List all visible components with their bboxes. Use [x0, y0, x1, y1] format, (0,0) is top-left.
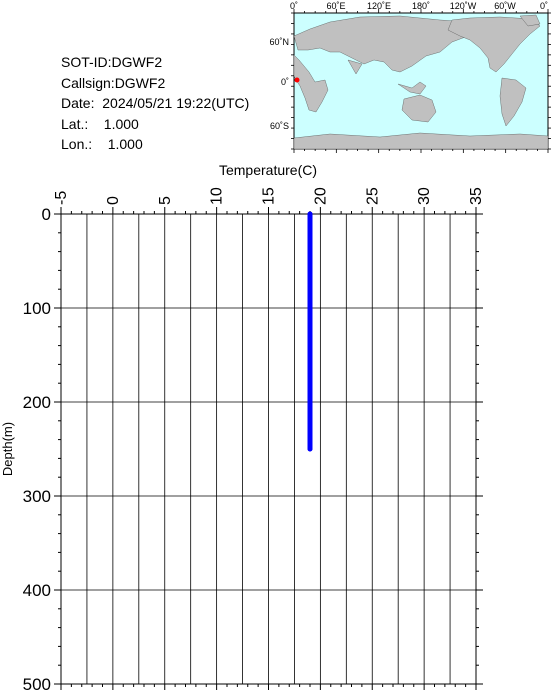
temperature-data-point: [307, 305, 313, 311]
india-land: [347, 59, 363, 75]
location-map: 0˚ 60˚E 120˚E 180˚ 120˚W 60˚W 0˚ 60˚N 0˚…: [269, 1, 551, 153]
float-info-panel: SOT-ID:DGWF2 Callsign:DGWF2 Date: 2024/0…: [61, 52, 249, 155]
chart-series: [307, 211, 313, 452]
y-axis-ticks: 0 100 200 300 400 500: [23, 205, 483, 690]
x-tick-label: 30: [416, 187, 433, 205]
eurasia-land: [293, 15, 479, 73]
indonesia-land: [397, 81, 427, 95]
temperature-data-point: [307, 446, 313, 452]
map-lon-label: 0˚: [290, 1, 298, 11]
x-tick-label: 10: [209, 187, 226, 205]
map-lon-label: 120˚W: [450, 1, 477, 11]
y-tick-label: 400: [23, 581, 51, 600]
float-position-marker: [294, 77, 300, 83]
y-tick-label: 0: [42, 205, 51, 224]
y-tick-label: 300: [23, 487, 51, 506]
x-tick-label: 20: [312, 187, 329, 205]
y-axis-label: Depth(m): [0, 422, 15, 476]
x-axis-ticks: -5 0 5 10 15 20 25 30 35: [53, 187, 485, 690]
temperature-data-point: [307, 211, 313, 217]
sot-id-text: SOT-ID:DGWF2: [61, 54, 163, 70]
map-lon-label: 60˚W: [494, 1, 516, 11]
map-lon-label: 120˚E: [367, 1, 391, 11]
map-lat-label: 60˚S: [270, 121, 289, 131]
north-america-land: [447, 16, 541, 73]
temperature-data-point: [307, 352, 313, 358]
south-america-land: [499, 77, 527, 127]
x-tick-label: 5: [157, 196, 174, 205]
callsign-text: Callsign:DGWF2: [61, 74, 166, 91]
longitude-text: Lon.: 1.000: [61, 136, 143, 152]
x-tick-label: 35: [468, 187, 485, 205]
x-axis-label: Temperature(C): [219, 162, 317, 178]
temperature-data-point: [307, 399, 313, 405]
australia-land: [401, 94, 437, 123]
map-lat-label: 60˚N: [269, 37, 289, 47]
x-tick-label: 15: [261, 187, 278, 205]
map-frame-ticks: [291, 9, 551, 153]
map-latitude-labels: 60˚N 0˚ 60˚S: [269, 37, 289, 131]
y-tick-label: 500: [23, 675, 51, 690]
x-tick-label: -5: [53, 191, 70, 205]
map-longitude-labels: 0˚ 60˚E 120˚E 180˚ 120˚W 60˚W 0˚: [290, 1, 548, 11]
chart-grid: [61, 214, 476, 684]
x-tick-label: 25: [364, 187, 381, 205]
date-text: Date: 2024/05/21 19:22(UTC): [61, 95, 250, 111]
map-lon-label: 180˚: [412, 1, 430, 11]
map-lon-label: 0˚: [540, 1, 548, 11]
map-lon-label: 60˚E: [326, 1, 345, 11]
map-land: [293, 14, 549, 150]
y-tick-label: 200: [23, 393, 51, 412]
y-tick-label: 100: [23, 299, 51, 318]
greenland-land: [519, 14, 541, 27]
x-tick-label: 0: [105, 196, 122, 205]
map-lat-label: 0˚: [281, 77, 289, 87]
latitude-text: Lat.: 1.000: [61, 115, 139, 132]
temperature-data-point: [307, 258, 313, 264]
